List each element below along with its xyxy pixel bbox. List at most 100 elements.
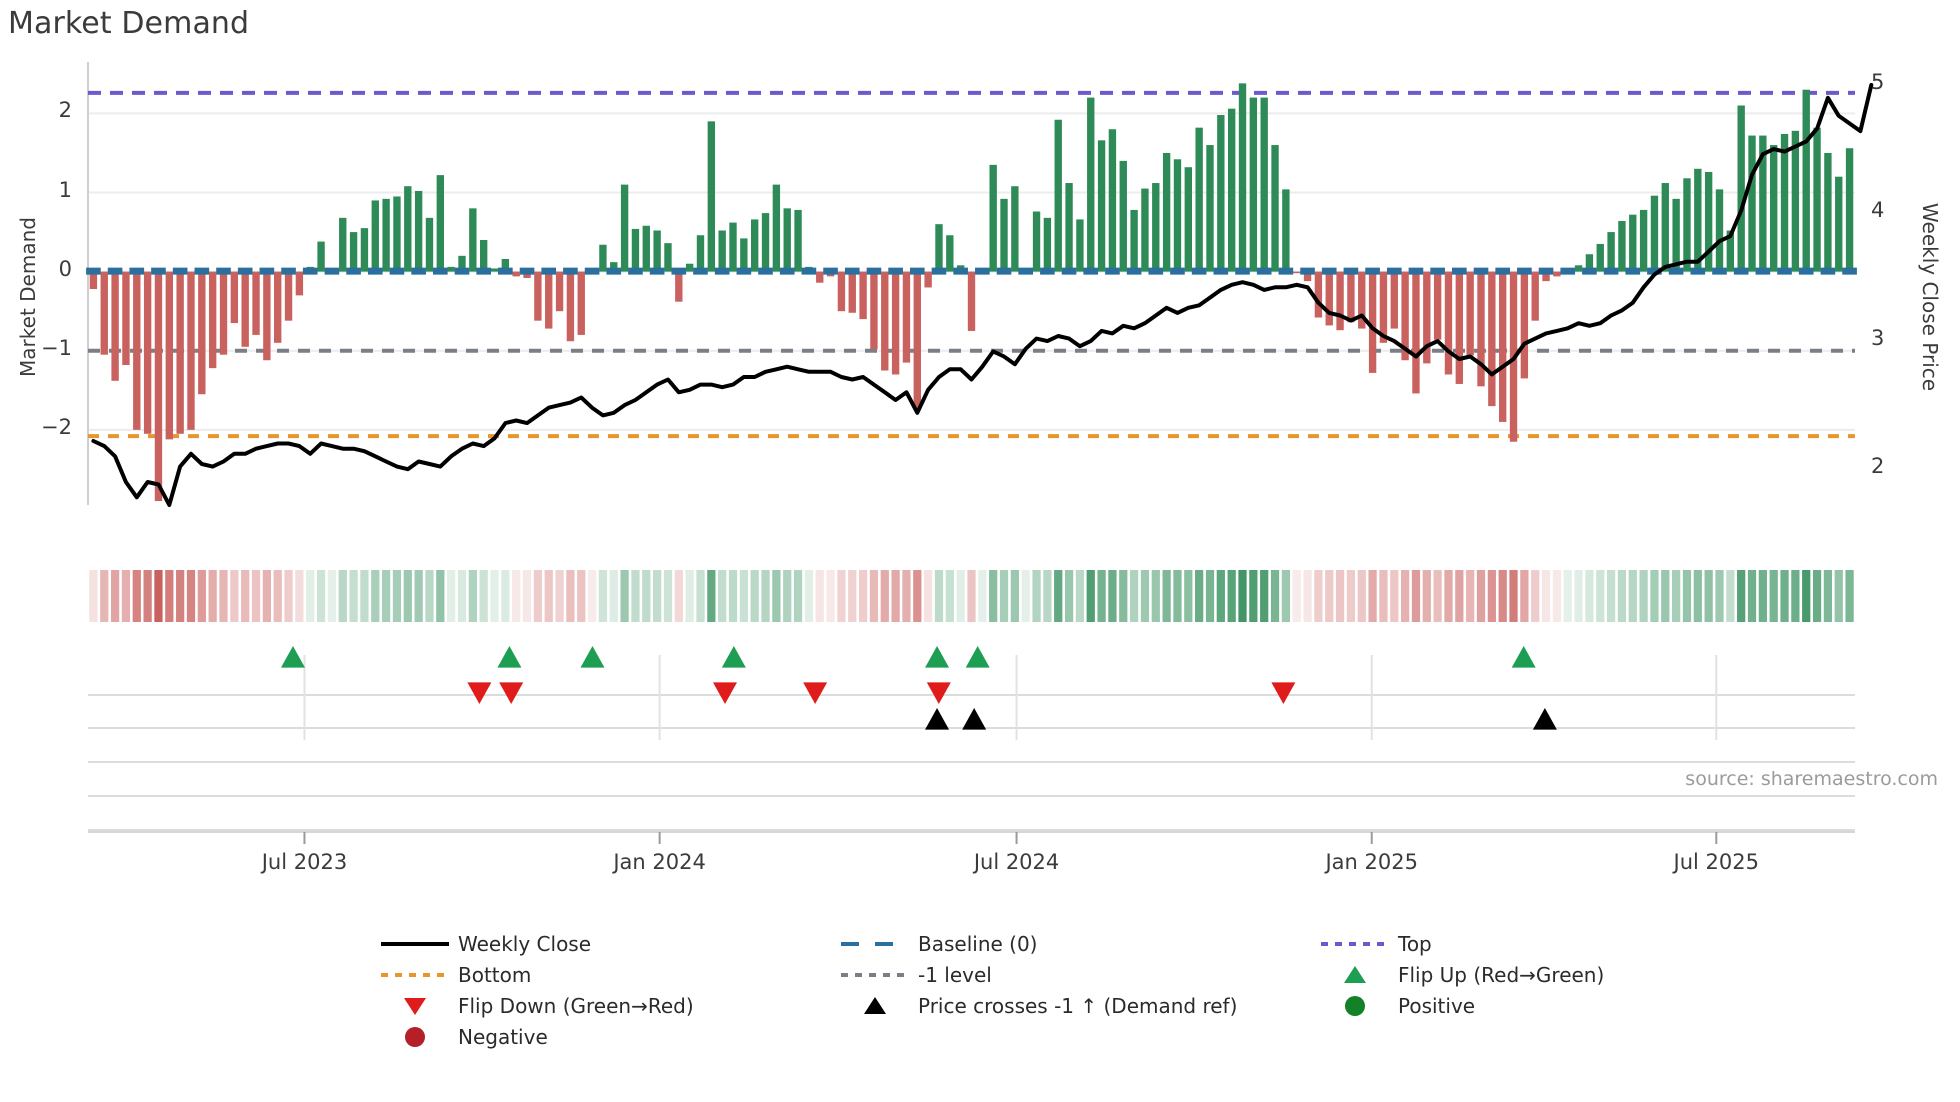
legend-label: Negative bbox=[458, 1024, 548, 1049]
solid-line-icon bbox=[376, 931, 454, 957]
marker-price-cross-up[interactable] bbox=[1532, 708, 1557, 730]
legend-item[interactable]: Baseline (0) bbox=[836, 928, 1316, 959]
bar-negative bbox=[924, 271, 932, 288]
marker-flip-up[interactable] bbox=[280, 646, 305, 668]
circle-icon bbox=[1316, 993, 1394, 1019]
legend-item[interactable]: Flip Down (Green→Red) bbox=[376, 990, 836, 1021]
heatmap-cell bbox=[219, 570, 228, 622]
bar-positive bbox=[729, 222, 737, 272]
marker-flip-up[interactable] bbox=[1511, 646, 1536, 668]
weekly-close-line bbox=[91, 83, 1874, 507]
bar-negative bbox=[1412, 271, 1420, 394]
heatmap-cell bbox=[1075, 570, 1085, 622]
heatmap-cell bbox=[110, 570, 120, 622]
baseline-segment bbox=[1105, 267, 1120, 275]
bar-positive bbox=[1650, 195, 1659, 272]
heatmap-cell bbox=[1401, 570, 1410, 622]
marker-price-cross-up[interactable] bbox=[925, 708, 950, 730]
legend-item[interactable]: Negative bbox=[376, 1021, 836, 1052]
heatmap-cell bbox=[1769, 570, 1778, 622]
bar-negative bbox=[534, 271, 542, 321]
baseline-segment bbox=[281, 267, 296, 275]
marker-flip-up[interactable] bbox=[925, 646, 950, 668]
heatmap-cell bbox=[273, 570, 282, 622]
heatmap-cell bbox=[501, 570, 510, 622]
bar-negative bbox=[1466, 271, 1474, 356]
heatmap-cell bbox=[685, 570, 694, 622]
marker-flip-down[interactable] bbox=[713, 682, 738, 704]
legend-item[interactable]: -1 level bbox=[836, 959, 1316, 990]
marker-flip-up[interactable] bbox=[580, 646, 605, 668]
heatmap-cell bbox=[1249, 570, 1258, 622]
marker-flip-up[interactable] bbox=[721, 646, 746, 668]
y-axis-label-left: Market Demand bbox=[16, 217, 40, 377]
heatmap-cell bbox=[284, 570, 293, 622]
baseline-segment bbox=[866, 267, 882, 275]
bar-positive bbox=[1694, 168, 1702, 272]
legend-item[interactable]: Flip Up (Red→Green) bbox=[1316, 959, 1756, 990]
heatmap-cell bbox=[663, 570, 673, 622]
heatmap-cell bbox=[197, 570, 206, 622]
baseline-segment bbox=[1733, 267, 1749, 275]
heatmap-cell bbox=[653, 570, 662, 622]
heatmap-cell bbox=[1184, 570, 1193, 622]
heatmap-cell bbox=[1032, 570, 1041, 622]
heatmap-cell bbox=[1726, 570, 1735, 622]
marker-flip-down[interactable] bbox=[499, 682, 524, 704]
legend-item[interactable]: Price crosses -1 ↑ (Demand ref) bbox=[836, 990, 1316, 1021]
baseline-segment bbox=[996, 267, 1012, 275]
bar-positive bbox=[610, 262, 618, 272]
bar-positive bbox=[1054, 119, 1062, 272]
marker-flip-down[interactable] bbox=[803, 682, 828, 704]
heatmap-cell bbox=[1617, 570, 1627, 622]
legend-label: Positive bbox=[1398, 993, 1476, 1018]
bar-positive bbox=[1683, 178, 1691, 272]
baseline-segment bbox=[432, 267, 448, 275]
baseline-segment bbox=[693, 267, 708, 275]
legend-item[interactable]: Bottom bbox=[376, 959, 836, 990]
heatmap-cell bbox=[1325, 570, 1334, 622]
heatmap-cell bbox=[555, 570, 564, 622]
marker-flip-down[interactable] bbox=[467, 682, 492, 704]
marker-flip-down[interactable] bbox=[926, 682, 951, 704]
bar-negative bbox=[263, 271, 271, 361]
baseline-segment bbox=[1300, 267, 1315, 275]
bar-positive bbox=[620, 184, 629, 272]
baseline-segment bbox=[1278, 267, 1294, 275]
bar-positive bbox=[1802, 89, 1810, 272]
heatmap-cell bbox=[1054, 570, 1063, 622]
heatmap-cell bbox=[1661, 570, 1670, 622]
bar-positive bbox=[501, 258, 510, 272]
legend-item[interactable]: Top bbox=[1316, 928, 1756, 959]
bar-negative bbox=[816, 271, 824, 283]
legend-item[interactable]: Weekly Close bbox=[376, 928, 836, 959]
baseline-segment bbox=[1603, 267, 1619, 275]
marker-price-cross-up[interactable] bbox=[962, 708, 987, 730]
heatmap-cell bbox=[1628, 570, 1637, 622]
bar-negative bbox=[1325, 271, 1333, 326]
marker-flip-up[interactable] bbox=[965, 646, 990, 668]
triangle-up-icon bbox=[836, 993, 914, 1019]
baseline-segment bbox=[888, 267, 903, 275]
baseline-segment bbox=[1798, 267, 1814, 275]
legend-item[interactable]: Positive bbox=[1316, 990, 1756, 1021]
heatmap-cell bbox=[425, 570, 434, 622]
bar-positive bbox=[1737, 105, 1745, 272]
bar-positive bbox=[349, 232, 358, 272]
bar-positive bbox=[1780, 133, 1789, 272]
heatmap-cell bbox=[1108, 570, 1117, 622]
heatmap-cell bbox=[392, 570, 402, 622]
dashed-line-icon bbox=[836, 931, 914, 957]
heatmap-cell bbox=[306, 570, 315, 622]
bar-negative bbox=[1433, 271, 1442, 340]
bar-negative bbox=[1444, 271, 1453, 375]
bar-negative bbox=[100, 271, 108, 355]
heatmap-cell bbox=[327, 570, 337, 622]
bar-negative bbox=[913, 271, 921, 411]
marker-flip-up[interactable] bbox=[497, 646, 522, 668]
baseline-segment bbox=[1126, 267, 1142, 275]
bar-positive bbox=[1759, 135, 1767, 272]
marker-flip-down[interactable] bbox=[1271, 682, 1296, 704]
bar-positive bbox=[1206, 145, 1214, 272]
